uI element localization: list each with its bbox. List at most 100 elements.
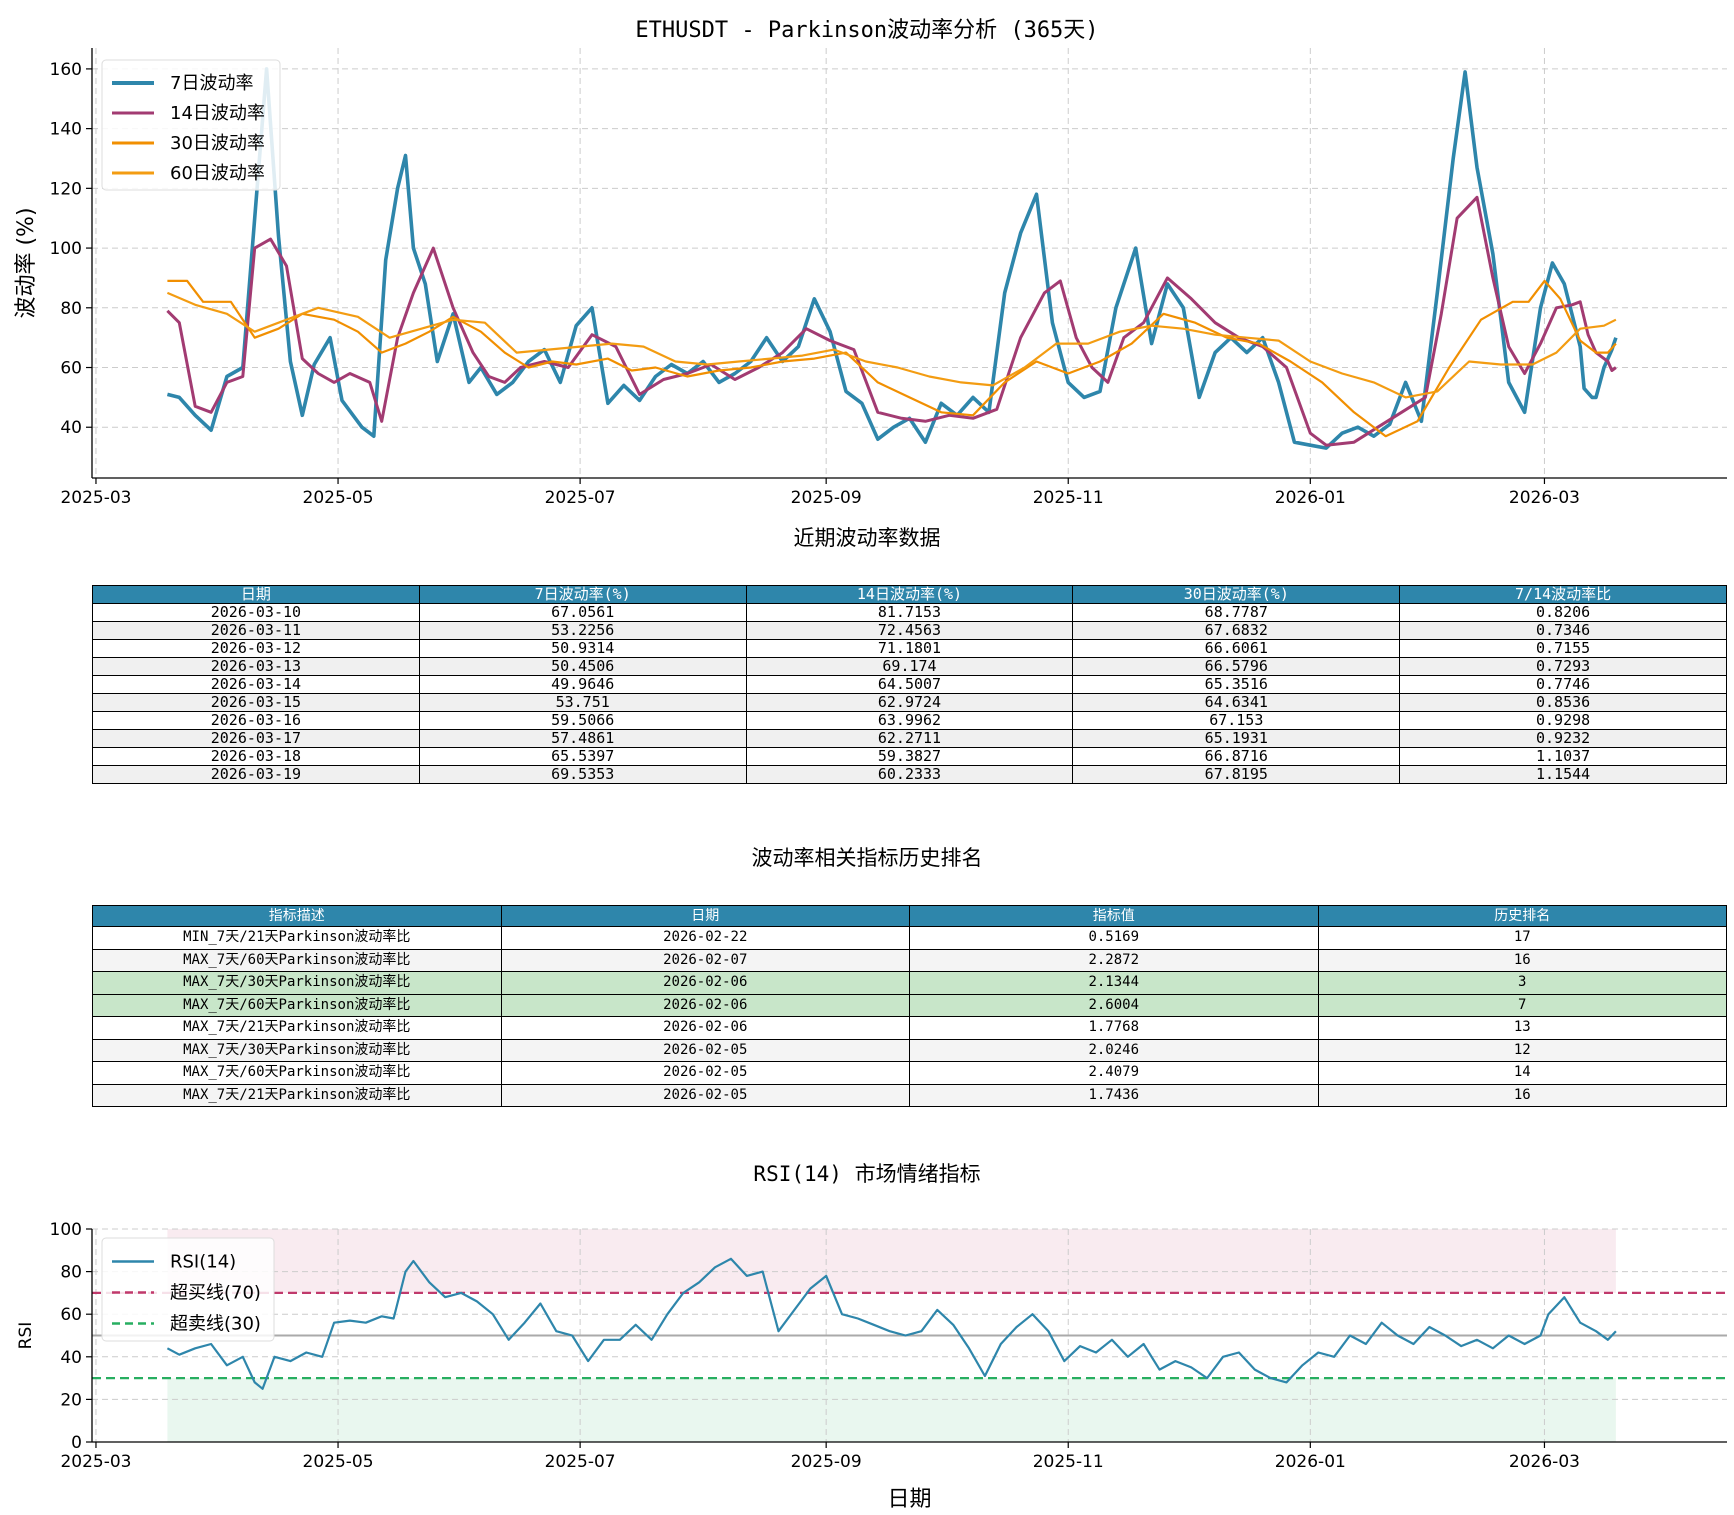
table-cell: 53.751 xyxy=(418,693,747,712)
table-cell: 13 xyxy=(1317,1016,1727,1040)
table-cell: 67.0561 xyxy=(418,603,747,622)
table-cell: 72.4563 xyxy=(745,621,1074,640)
table-cell: 2026-03-10 xyxy=(92,603,420,622)
rank-table-title: 波动率相关指标历史排名 xyxy=(751,846,983,870)
table-row: 2026-03-13 50.4506 69.174 66.5796 0.7293 xyxy=(92,657,1727,676)
table-cell: 65.5397 xyxy=(418,747,747,766)
table-row: MAX_7天/21天Parkinson波动率比 2026-02-05 1.7436 1… xyxy=(92,1083,1727,1107)
table-cell: 66.6061 xyxy=(1072,639,1401,658)
table-cell: 16 xyxy=(1317,1083,1727,1107)
y-tick-label: 80 xyxy=(60,1263,82,1283)
table-cell: 2.6004 xyxy=(909,993,1319,1017)
x-tick-label: 2026-03 xyxy=(1509,1452,1580,1472)
table-cell: 1.1037 xyxy=(1399,747,1727,766)
table-cell: 2026-03-17 xyxy=(92,729,420,748)
y-tick-label: 100 xyxy=(50,239,82,259)
table-cell: 62.2711 xyxy=(745,729,1074,748)
x-tick-label: 2025-07 xyxy=(545,488,616,508)
series-line-v7 xyxy=(166,67,1618,450)
table-row: MAX_7天/60天Parkinson波动率比 2026-02-06 2.6004 7 xyxy=(92,993,1727,1017)
x-tick-label: 2026-03 xyxy=(1509,488,1580,508)
table-cell: 64.6341 xyxy=(1072,693,1401,712)
table-cell: 65.1931 xyxy=(1072,729,1401,748)
table-cell: 66.5796 xyxy=(1072,657,1401,676)
table-cell: 71.1801 xyxy=(745,639,1074,658)
y-tick-label: 40 xyxy=(60,1348,82,1368)
x-tick-label: 2025-11 xyxy=(1033,1452,1104,1472)
table-cell: 2026-02-06 xyxy=(500,1016,910,1040)
table-row: 2026-03-14 49.9646 64.5007 65.3516 0.7746 xyxy=(92,675,1727,694)
column-header: 日期 xyxy=(92,585,420,604)
table-cell: 2.2872 xyxy=(909,948,1319,972)
table-cell: 0.7746 xyxy=(1399,675,1727,694)
column-header: 14日波动率(%) xyxy=(745,585,1074,604)
table-cell: 2026-02-05 xyxy=(500,1038,910,1062)
table-cell: 2026-03-19 xyxy=(92,765,420,784)
recent-volatility-table: 日期 7日波动率(%) 14日波动率(%) 30日波动率(%) 7/14波动率比… xyxy=(92,585,1727,784)
table-cell: 0.9298 xyxy=(1399,711,1727,730)
table-cell: 81.7153 xyxy=(745,603,1074,622)
table-cell: 2026-03-11 xyxy=(92,621,420,640)
table-cell: 50.9314 xyxy=(418,639,747,658)
series-line-v30 xyxy=(167,279,1617,438)
table-cell: 66.8716 xyxy=(1072,747,1401,766)
y-tick-label: 160 xyxy=(50,60,82,80)
table-cell: 2026-03-15 xyxy=(92,693,420,712)
table-cell: 7 xyxy=(1317,993,1727,1017)
table-cell: 1.1544 xyxy=(1399,765,1727,784)
table-cell: 0.5169 xyxy=(909,926,1319,950)
x-tick-label: 2025-05 xyxy=(303,488,374,508)
table-cell: 59.3827 xyxy=(745,747,1074,766)
legend-label: 超卖线(30) xyxy=(170,1314,261,1335)
zone-band xyxy=(167,1378,1616,1442)
table-cell: 2.0246 xyxy=(909,1038,1319,1062)
table-cell: 63.9962 xyxy=(745,711,1074,730)
table-cell: 0.7293 xyxy=(1399,657,1727,676)
x-tick-label: 2025-05 xyxy=(303,1452,374,1472)
table-cell: 0.8536 xyxy=(1399,693,1727,712)
x-tick-label: 2025-03 xyxy=(60,1452,131,1472)
y-tick-label: 20 xyxy=(60,1390,82,1410)
rsi-plot: 2025-03 2025-05 2025-07 2025-09 2025-11 2026-… xyxy=(16,1220,1727,1512)
table-cell: 2026-02-22 xyxy=(500,926,910,950)
legend-box xyxy=(101,1237,275,1342)
rsi-chart: RSI(14) 市场情绪指标 2025-03 2025-05 2025-07 2025… xyxy=(0,1150,1734,1515)
table-cell: 17 xyxy=(1317,926,1727,950)
legend-label: 60日波动率 xyxy=(170,163,265,184)
y-axis-label: 波动率 (%) xyxy=(14,207,39,318)
table-cell: 0.9232 xyxy=(1399,729,1727,748)
x-tick-label: 2026-01 xyxy=(1275,488,1346,508)
table-cell: 69.5353 xyxy=(418,765,747,784)
column-header: 7/14波动率比 xyxy=(1399,585,1727,604)
table-cell: 12 xyxy=(1317,1038,1727,1062)
table-row: 2026-03-16 59.5066 63.9962 67.153 0.9298 xyxy=(92,711,1727,730)
table-cell: 53.2256 xyxy=(418,621,747,640)
table-cell: 2026-03-16 xyxy=(92,711,420,730)
table-row: 2026-03-11 53.2256 72.4563 67.6832 0.7346 xyxy=(92,621,1727,640)
table-row: 2026-03-10 67.0561 81.7153 68.7787 0.8206 xyxy=(92,603,1727,622)
table-cell: MAX_7天/30天Parkinson波动率比 xyxy=(92,971,502,995)
x-tick-label: 2026-01 xyxy=(1275,1452,1346,1472)
y-tick-label: 40 xyxy=(60,418,82,438)
table-cell: 2026-02-06 xyxy=(500,993,910,1017)
table-cell: 57.4861 xyxy=(418,729,747,748)
y-tick-label: 60 xyxy=(60,359,82,379)
table-row: MAX_7天/60天Parkinson波动率比 2026-02-05 2.4079 1… xyxy=(92,1061,1727,1085)
x-axis-label: 日期 xyxy=(887,1487,931,1512)
column-header: 指标描述 xyxy=(92,905,502,927)
legend-label: RSI(14) xyxy=(170,1252,236,1273)
x-tick-label: 2025-11 xyxy=(1033,488,1104,508)
recent-table-title: 近期波动率数据 xyxy=(793,526,941,550)
table-cell: 67.153 xyxy=(1072,711,1401,730)
table-cell: 2.4079 xyxy=(909,1061,1319,1085)
series-line-rsi xyxy=(166,1257,1617,1390)
table-cell: MIN_7天/21天Parkinson波动率比 xyxy=(92,926,502,950)
table-row: 2026-03-12 50.9314 71.1801 66.6061 0.7155 xyxy=(92,639,1727,658)
table-cell: 68.7787 xyxy=(1072,603,1401,622)
table-cell: 0.7155 xyxy=(1399,639,1727,658)
column-header: 日期 xyxy=(500,905,910,927)
table-cell: 3 xyxy=(1317,971,1727,995)
table-cell: 2026-02-05 xyxy=(500,1083,910,1107)
table-cell: 1.7436 xyxy=(909,1083,1319,1107)
zone-band xyxy=(167,1229,1616,1293)
